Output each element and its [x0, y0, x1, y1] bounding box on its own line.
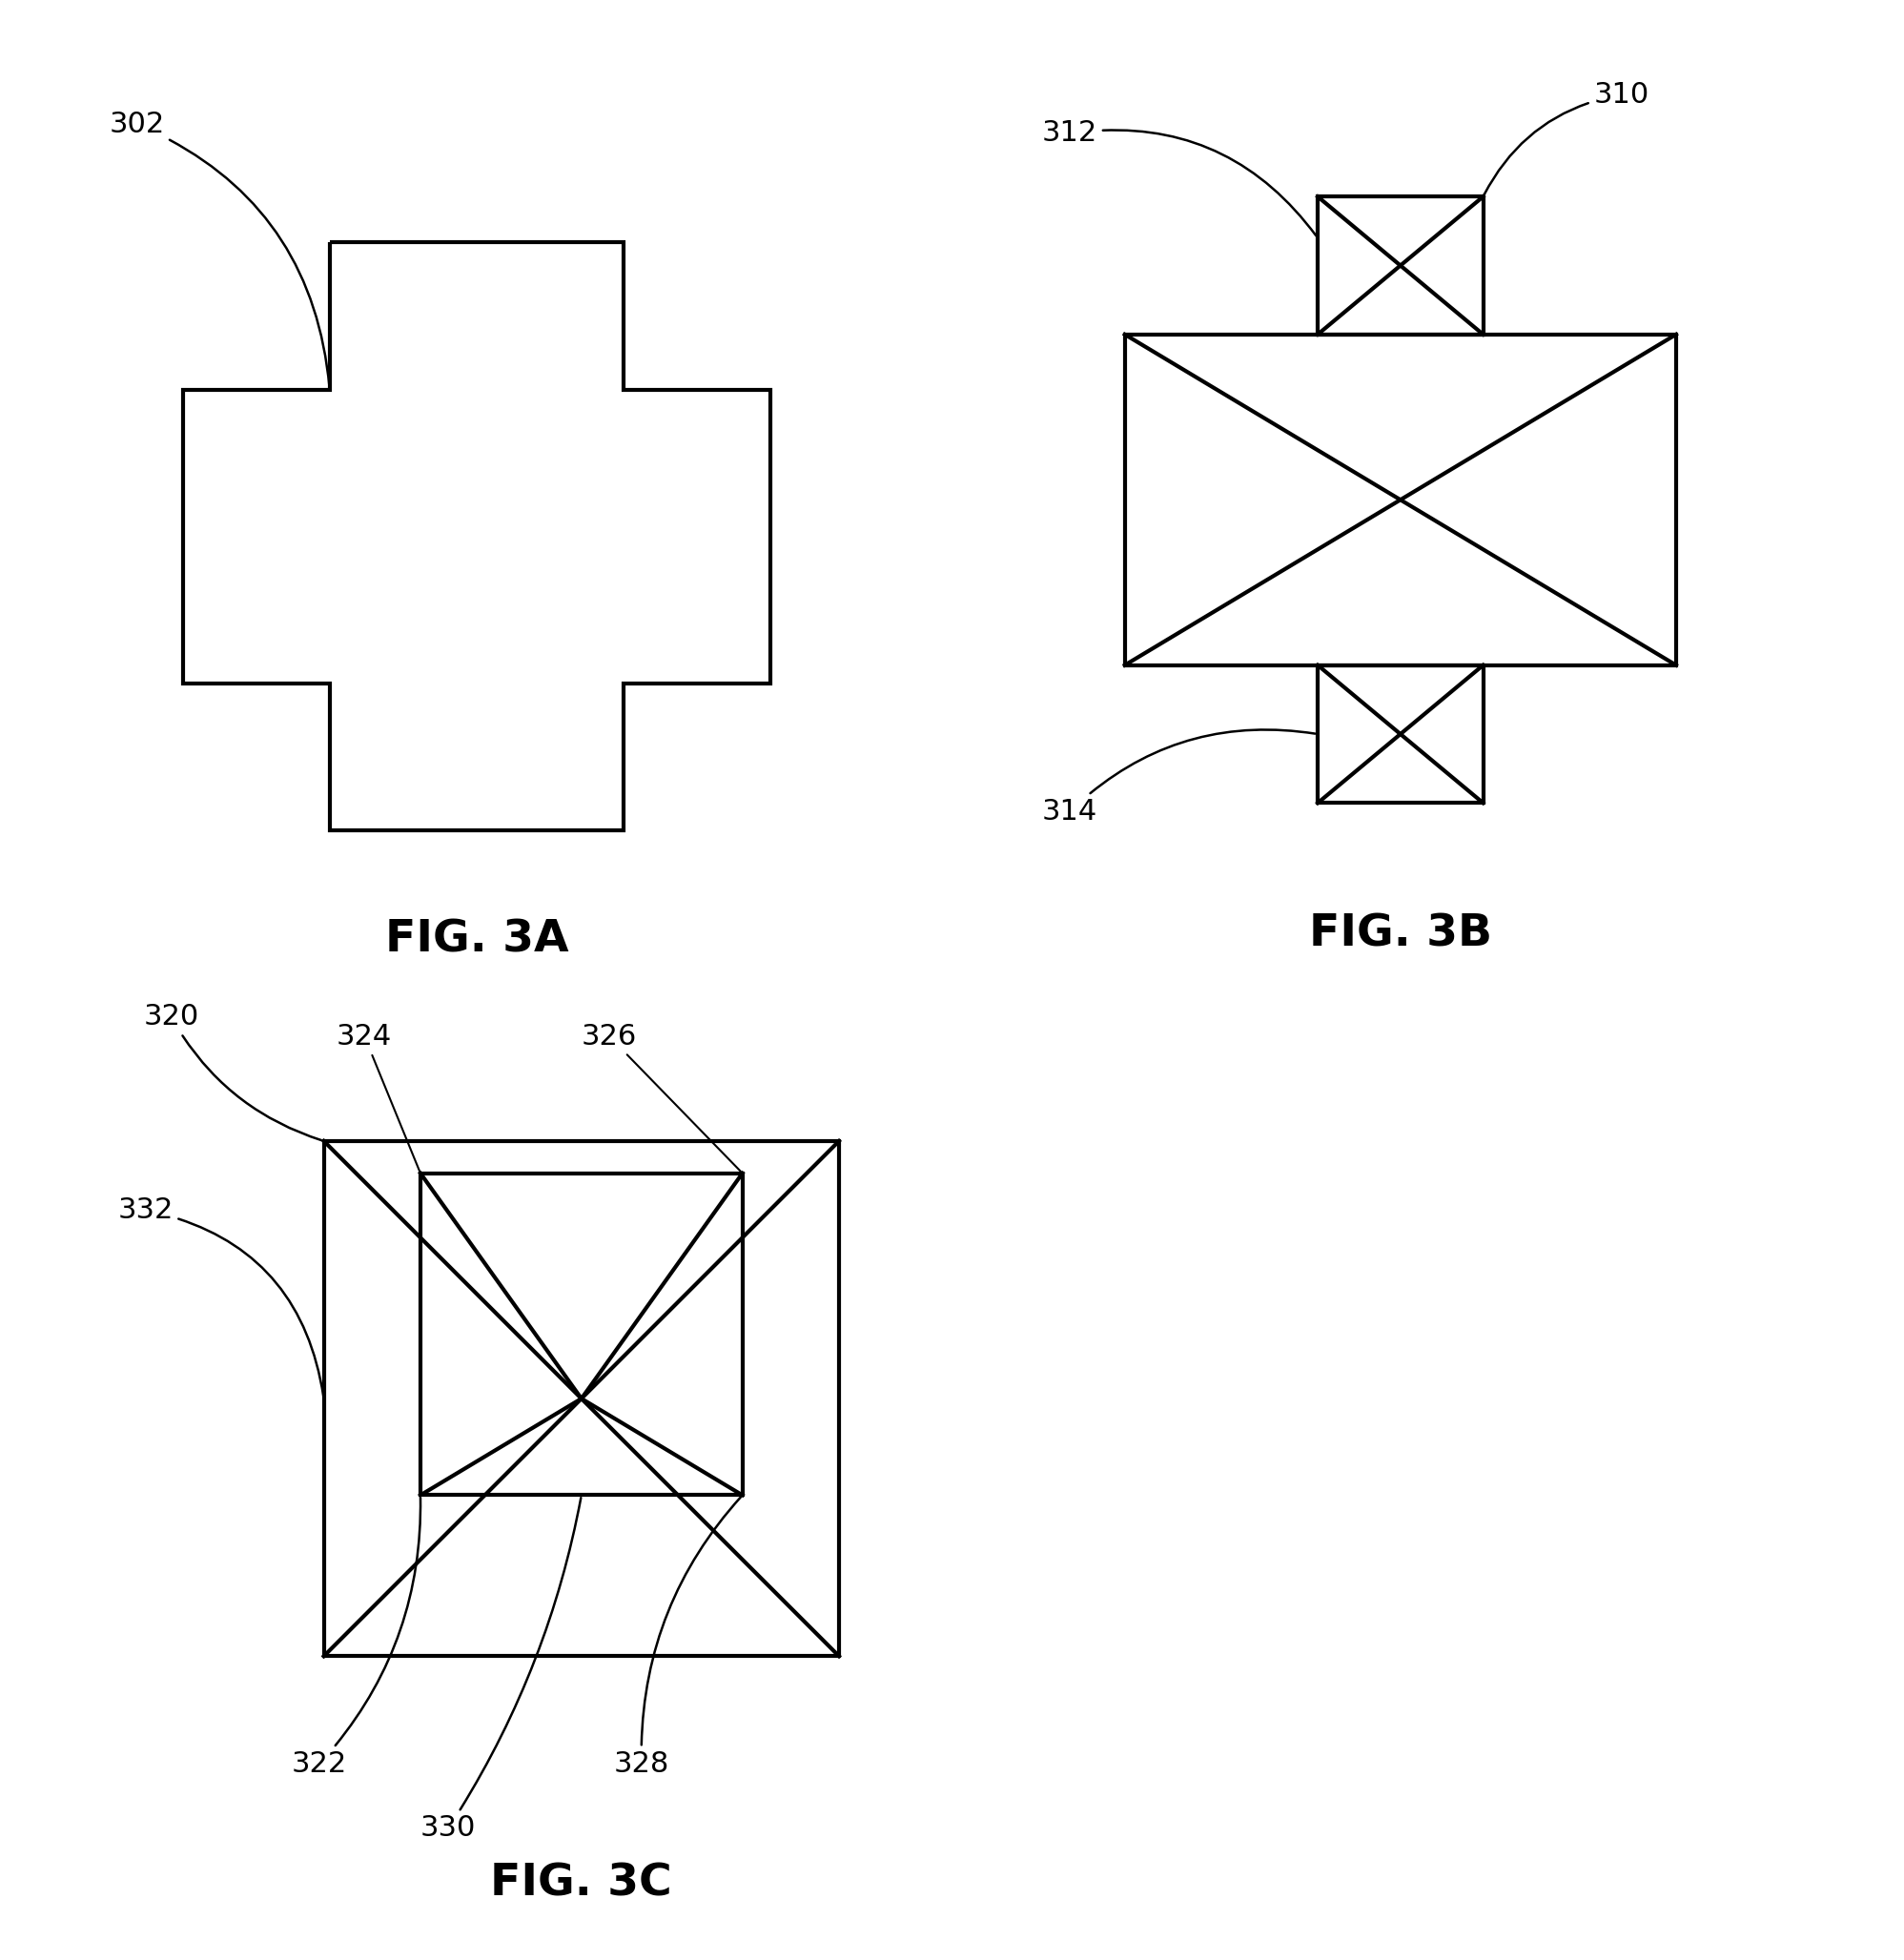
Text: 330: 330: [421, 1497, 581, 1842]
Text: 328: 328: [613, 1497, 741, 1778]
Bar: [1318, 196, 1483, 335]
Bar: [1318, 664, 1483, 804]
Text: 324: 324: [337, 1023, 419, 1170]
Text: 332: 332: [118, 1196, 324, 1396]
Text: 326: 326: [581, 1023, 741, 1172]
Text: 322: 322: [291, 1497, 421, 1778]
Text: 314: 314: [1041, 729, 1316, 825]
Text: 310: 310: [1485, 80, 1649, 194]
Text: FIG. 3A: FIG. 3A: [385, 919, 569, 962]
Text: 320: 320: [143, 1004, 322, 1141]
Text: FIG. 3C: FIG. 3C: [491, 1862, 672, 1905]
Text: FIG. 3B: FIG. 3B: [1308, 913, 1493, 956]
Text: 312: 312: [1041, 120, 1316, 235]
Bar: [1125, 335, 1676, 664]
Bar: [324, 1141, 840, 1656]
Bar: [421, 1174, 743, 1495]
Text: 302: 302: [109, 110, 329, 386]
